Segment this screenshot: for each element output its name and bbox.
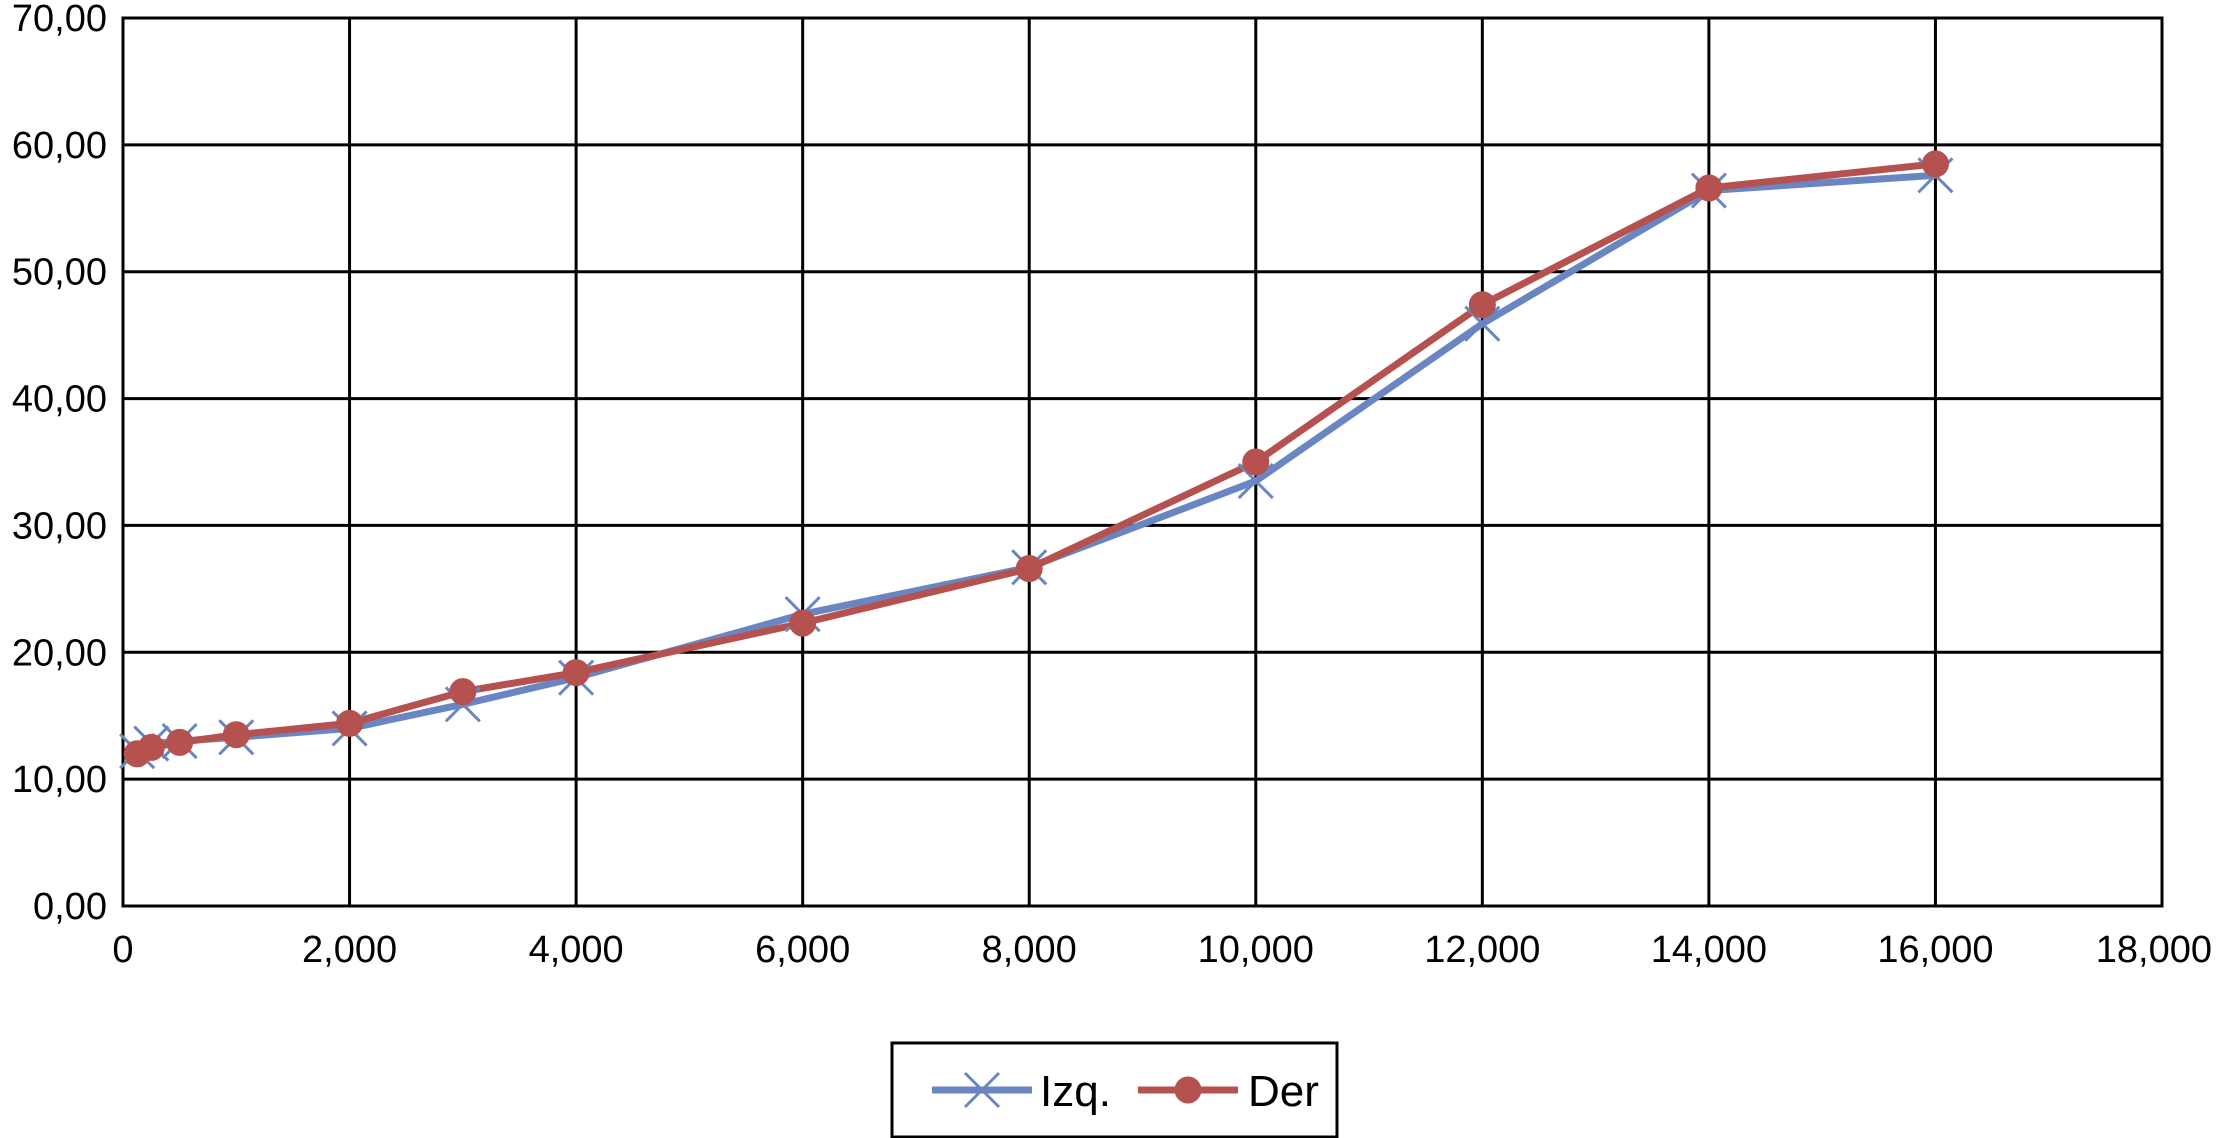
x-tick-label: 18,000 — [2096, 929, 2212, 971]
x-tick-label: 16,000 — [1877, 929, 1993, 971]
x-tick-label: 12,000 — [1424, 929, 1540, 971]
data-point-der-12 — [1921, 150, 1949, 178]
x-tick-label: 2,000 — [302, 929, 397, 971]
y-tick-label: 60,00 — [12, 125, 107, 167]
data-point-der-8 — [1015, 555, 1043, 583]
data-point-izq-9 — [1237, 462, 1274, 500]
y-tick-label: 70,00 — [12, 0, 107, 40]
data-point-der-5 — [449, 678, 477, 706]
legend: Izq. Der — [890, 1041, 1339, 1138]
series-lines — [133, 160, 1939, 758]
x-tick-label: 8,000 — [982, 929, 1077, 971]
legend-marker-shape — [1174, 1076, 1202, 1104]
y-tick-label: 0,00 — [33, 886, 107, 928]
data-point-der-11 — [1695, 174, 1723, 202]
series-line-izq — [133, 171, 1939, 755]
data-point-der-9 — [1242, 448, 1270, 476]
y-tick-label: 20,00 — [12, 632, 107, 674]
data-point-der-6 — [562, 659, 590, 687]
data-point-der-7 — [789, 609, 817, 637]
x-marker-stroke — [1464, 305, 1501, 342]
grid-lines — [121, 16, 2164, 908]
legend-marker-shape — [963, 1071, 1001, 1109]
series-markers — [119, 150, 1954, 770]
x-marker-stroke — [1237, 462, 1274, 500]
legend-swatch-der-marker — [1174, 1076, 1202, 1104]
x-marker-stroke — [963, 1071, 1001, 1109]
x-tick-label: 14,000 — [1651, 929, 1767, 971]
series-line-der — [133, 160, 1939, 758]
data-point-izq-10 — [1464, 305, 1501, 342]
y-tick-label: 50,00 — [12, 252, 107, 294]
data-point-der-3 — [222, 721, 250, 749]
legend-swatch-izq-marker — [963, 1071, 1001, 1109]
y-axis-tick-labels: 0,00 10,00 20,00 30,00 40,00 50,00 60,00 70,00 — [12, 0, 107, 928]
x-axis-tick-labels: 0 2,000 4,000 6,000 8,000 10,000 12,000 14,000 1… — [112, 929, 2212, 971]
x-tick-label: 0 — [112, 929, 133, 971]
y-tick-label: 40,00 — [12, 379, 107, 421]
data-point-der-2 — [166, 728, 194, 756]
x-tick-label: 4,000 — [529, 929, 624, 971]
data-point-der-1 — [137, 733, 165, 761]
plot-area — [121, 16, 2164, 908]
x-tick-label: 10,000 — [1198, 929, 1314, 971]
y-tick-label: 10,00 — [12, 759, 107, 801]
legend-label-der: Der — [1248, 1067, 1319, 1116]
x-tick-label: 6,000 — [755, 929, 850, 971]
y-tick-label: 30,00 — [12, 505, 107, 547]
data-point-der-10 — [1468, 291, 1496, 319]
legend-label-izq: Izq. — [1040, 1067, 1111, 1116]
data-point-der-4 — [336, 709, 364, 737]
